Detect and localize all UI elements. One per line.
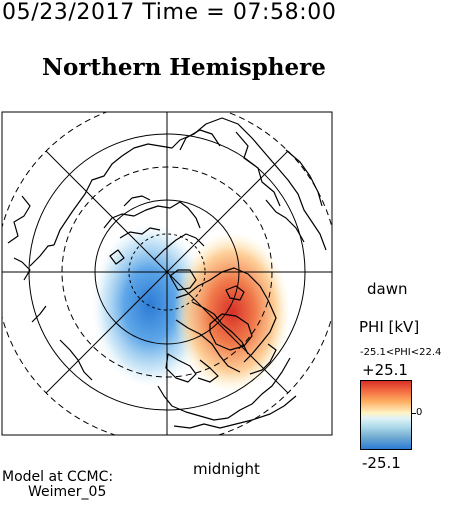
colorbar-range: -25.1<PHI<22.4 [360, 347, 442, 358]
potential-negative-cell [92, 223, 208, 387]
plot-title: Northern Hemisphere [42, 54, 326, 81]
timestamp: 05/23/2017 Time = 07:58:00 [2, 0, 337, 25]
coastlines [7, 117, 327, 429]
midnight-label: midnight [193, 460, 260, 478]
colorbar-min-label: -25.1 [362, 454, 401, 472]
model-name: Weimer_05 [28, 484, 107, 500]
colorbar-title: PHI [kV] [359, 318, 420, 336]
model-credit: Model at CCMC: [2, 469, 114, 485]
dawn-label: dawn [367, 280, 408, 298]
colorbar-zero-tick [411, 413, 416, 414]
polar-map [1, 111, 333, 436]
colorbar [360, 380, 412, 450]
colorbar-max-label: +25.1 [362, 361, 408, 379]
grid-lines [2, 112, 332, 435]
colorbar-zero-label: 0 [416, 407, 423, 418]
